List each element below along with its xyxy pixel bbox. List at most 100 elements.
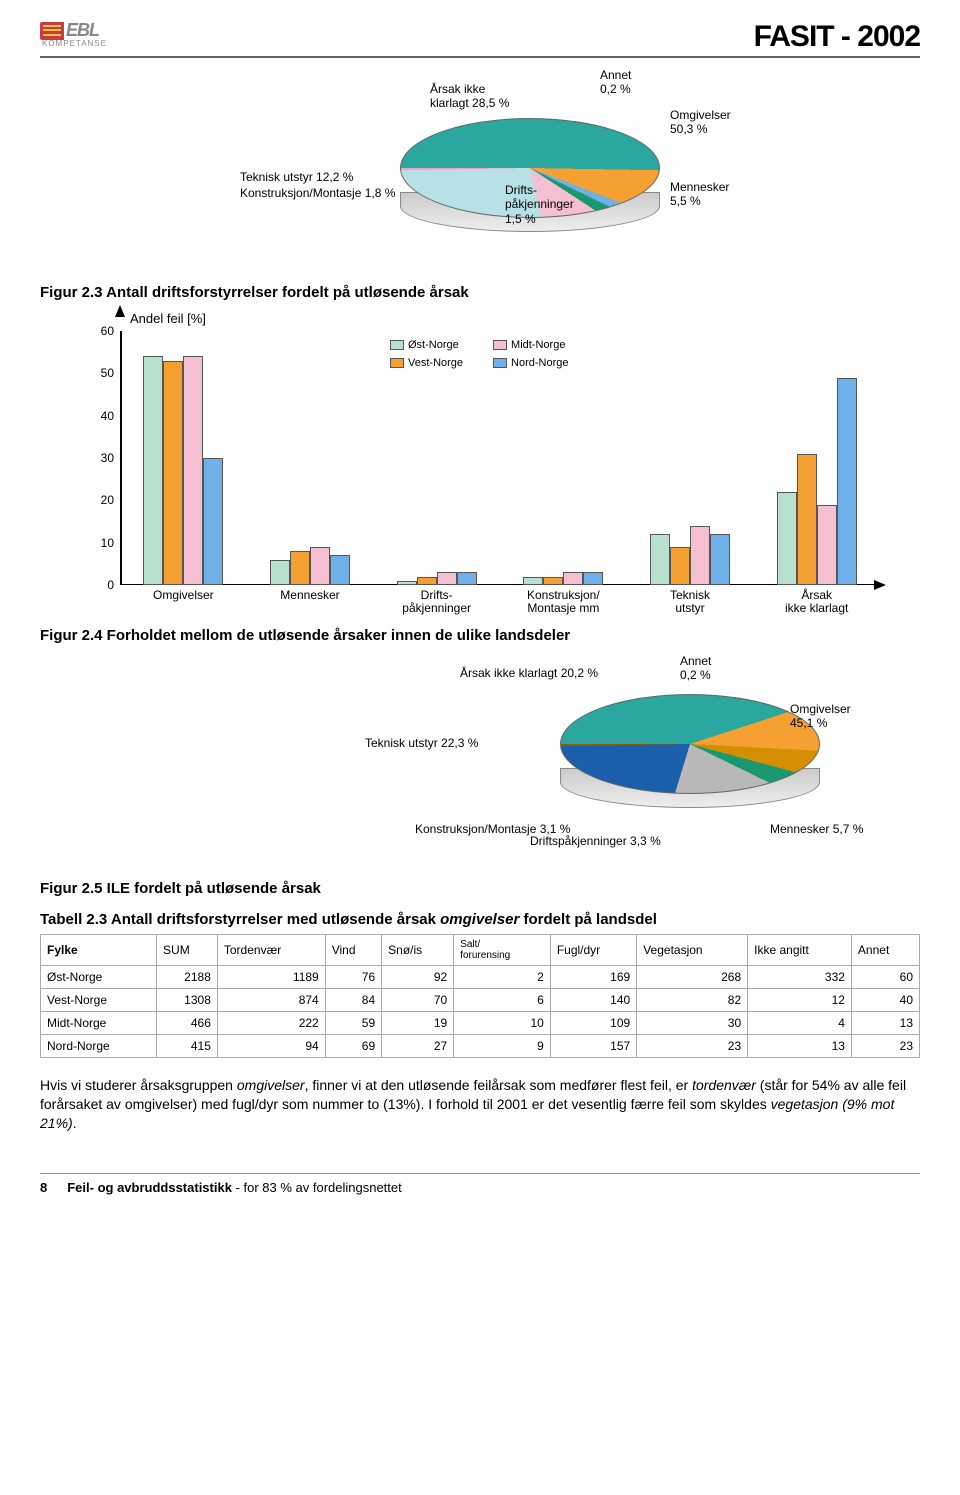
table-cell: 82: [637, 989, 748, 1012]
x-category-label: Omgivelser: [120, 589, 247, 602]
bar: [797, 454, 817, 585]
table-column-header: Vegetasjon: [637, 935, 748, 966]
table-cell: 69: [325, 1035, 381, 1058]
legend-swatch-icon: [390, 358, 404, 368]
bar: [650, 534, 670, 585]
y-tick-label: 30: [101, 451, 114, 465]
bar: [817, 505, 837, 585]
bar: [670, 547, 690, 585]
legend-label: Vest-Norge: [408, 357, 463, 369]
table-cell: 222: [217, 1012, 325, 1035]
table-column-header: Annet: [851, 935, 919, 966]
x-category-label: Drifts-påkjenninger: [373, 589, 500, 615]
legend-swatch-icon: [390, 340, 404, 350]
table-cell: 6: [454, 989, 551, 1012]
table-row: Vest-Norge130887484706140821240: [41, 989, 920, 1012]
x-category-label: Årsakikke klarlagt: [753, 589, 880, 615]
table-cell: 9: [454, 1035, 551, 1058]
bar: [457, 572, 477, 585]
bar: [183, 356, 203, 585]
table-cell: 140: [550, 989, 636, 1012]
table-column-header: SUM: [157, 935, 218, 966]
bar: [290, 551, 310, 585]
y-tick-label: 20: [101, 493, 114, 507]
table-column-header: Ikke angitt: [748, 935, 852, 966]
table-cell: 157: [550, 1035, 636, 1058]
table-row: Nord-Norge4159469279157231323: [41, 1035, 920, 1058]
table-row: Øst-Norge218811897692216926833260: [41, 966, 920, 989]
table-cell: 13: [748, 1035, 852, 1058]
legend-swatch-icon: [493, 340, 507, 350]
figure-2-4-title: Figur 2.4 Forholdet mellom de utløsende …: [40, 627, 920, 644]
table-cell: Øst-Norge: [41, 966, 157, 989]
table-cell: 10: [454, 1012, 551, 1035]
table-cell: 4: [748, 1012, 852, 1035]
table-cell: 1189: [217, 966, 325, 989]
pie-label: Annet0,2 %: [600, 68, 631, 97]
bar: [203, 458, 223, 585]
pie-chart-fig-2-4: Annet0,2 % Omgivelser45,1 % Mennesker 5,7 …: [160, 654, 860, 864]
legend-item: Nord-Norge: [493, 357, 568, 369]
pie-label: Omgivelser45,1 %: [790, 702, 851, 731]
body-paragraph: Hvis vi studerer årsaksgruppen omgivelse…: [40, 1076, 920, 1133]
table-cell: 60: [851, 966, 919, 989]
pie-label: Teknisk utstyr 12,2 %: [240, 170, 353, 184]
table-cell: 92: [382, 966, 454, 989]
table-cell: 466: [157, 1012, 218, 1035]
y-tick-label: 40: [101, 409, 114, 423]
pie-label: Teknisk utstyr 22,3 %: [365, 736, 478, 750]
bar: [543, 577, 563, 585]
table-cell: 76: [325, 966, 381, 989]
bar-chart-y-title: Andel feil [%]: [130, 311, 206, 326]
x-category-label: Mennesker: [247, 589, 374, 602]
pie-label: Driftspåkjenninger 3,3 %: [530, 834, 661, 848]
table-row: Midt-Norge46622259191010930413: [41, 1012, 920, 1035]
pie-label: Årsak ikke klarlagt 20,2 %: [460, 666, 598, 680]
table-cell: 2188: [157, 966, 218, 989]
table-cell: 70: [382, 989, 454, 1012]
page-footer: 8 Feil- og avbruddsstatistikk - for 83 %…: [40, 1173, 920, 1195]
table-column-header: Fugl/dyr: [550, 935, 636, 966]
bar: [310, 547, 330, 585]
figure-2-3-title: Figur 2.3 Antall driftsforstyrrelser for…: [40, 284, 920, 301]
table-cell: 12: [748, 989, 852, 1012]
bar-chart-fig-2-3: Andel feil [%] 0102030405060 OmgivelserM…: [60, 311, 880, 611]
pie-label: Omgivelser50,3 %: [670, 108, 731, 137]
table-column-header: Fylke: [41, 935, 157, 966]
bar: [710, 534, 730, 585]
y-tick-label: 60: [101, 324, 114, 338]
table-cell: 27: [382, 1035, 454, 1058]
pie-label: Drifts-påkjenninger1,5 %: [505, 183, 574, 226]
bar: [563, 572, 583, 585]
table-column-header: Tordenvær: [217, 935, 325, 966]
bar: [437, 572, 457, 585]
table-cell: 23: [851, 1035, 919, 1058]
table-cell: 23: [637, 1035, 748, 1058]
table-cell: 59: [325, 1012, 381, 1035]
table-cell: 19: [382, 1012, 454, 1035]
bar: [163, 361, 183, 585]
pie-label: Annet0,2 %: [680, 654, 711, 683]
table-column-header: Vind: [325, 935, 381, 966]
table-cell: Vest-Norge: [41, 989, 157, 1012]
pie-label: Mennesker 5,7 %: [770, 822, 863, 836]
figure-2-5-title: Figur 2.5 ILE fordelt på utløsende årsak: [40, 880, 920, 897]
table-cell: 30: [637, 1012, 748, 1035]
logo: EBL KOMPETANSE: [40, 20, 107, 48]
y-tick-label: 0: [107, 578, 114, 592]
y-tick-label: 50: [101, 366, 114, 380]
table-cell: 169: [550, 966, 636, 989]
pie-label: Konstruksjon/Montasje 1,8 %: [240, 186, 395, 200]
x-category-label: Tekniskutstyr: [627, 589, 754, 615]
legend-item: Midt-Norge: [493, 339, 568, 351]
legend-label: Øst-Norge: [408, 339, 459, 351]
page-number: 8: [40, 1180, 47, 1195]
bar: [690, 526, 710, 585]
bar: [583, 572, 603, 585]
table-2-3: FylkeSUMTordenværVindSnø/isSalt/forurens…: [40, 934, 920, 1058]
table-cell: 1308: [157, 989, 218, 1012]
bar: [417, 577, 437, 585]
logo-mark: [40, 22, 64, 40]
footer-title: Feil- og avbruddsstatistikk: [67, 1180, 232, 1195]
legend-label: Nord-Norge: [511, 357, 568, 369]
